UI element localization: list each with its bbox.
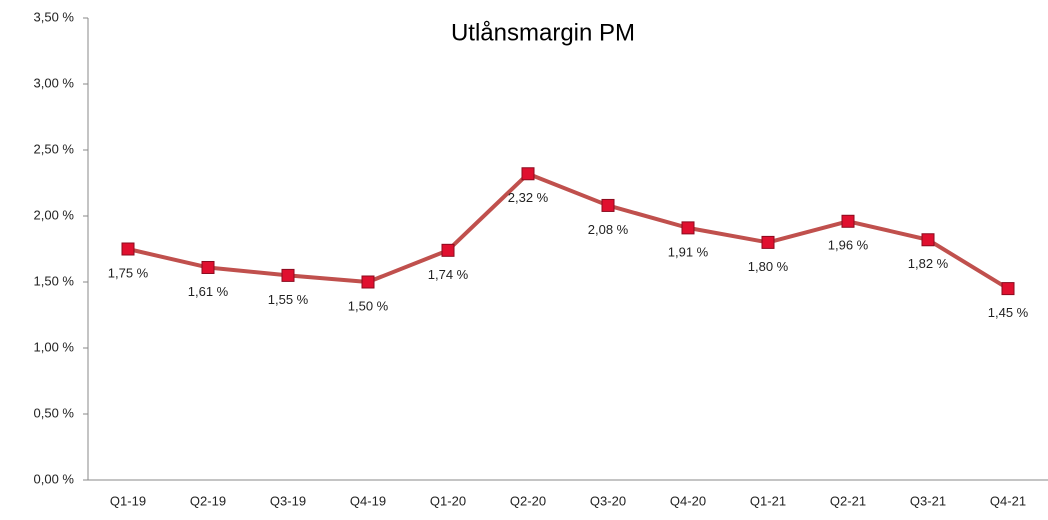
marker (921, 233, 935, 247)
x-tick-label: Q3-19 (270, 493, 306, 508)
x-tick-label: Q2-21 (830, 493, 866, 508)
x-tick-label: Q1-21 (750, 493, 786, 508)
data-label: 2,32 % (508, 190, 549, 205)
marker (441, 243, 455, 257)
y-tick-label: 3,50 % (34, 9, 75, 24)
data-label: 1,50 % (348, 298, 389, 313)
data-label: 1,55 % (268, 292, 309, 307)
y-tick-label: 0,50 % (34, 405, 75, 420)
marker (601, 198, 615, 212)
x-tick-label: Q2-19 (190, 493, 226, 508)
x-tick-label: Q1-19 (110, 493, 146, 508)
line (127, 171, 1010, 291)
y-tick-label: 3,00 % (34, 75, 75, 90)
marker (361, 275, 375, 289)
data-label: 1,61 % (188, 284, 229, 299)
x-tick-label: Q4-19 (350, 493, 386, 508)
marker (681, 221, 695, 235)
marker (521, 167, 535, 181)
y-tick-label: 2,50 % (34, 141, 75, 156)
data-label: 1,80 % (748, 259, 789, 274)
data-label: 1,96 % (828, 238, 869, 253)
marker (1001, 282, 1015, 296)
x-tick-label: Q2-20 (510, 493, 546, 508)
data-label: 1,74 % (428, 267, 469, 282)
marker (761, 235, 775, 249)
data-label: 1,75 % (108, 265, 149, 280)
data-label: 1,82 % (908, 256, 949, 271)
data-label: 2,08 % (588, 222, 629, 237)
y-tick-label: 1,00 % (34, 339, 75, 354)
marker (121, 242, 135, 256)
chart-title: Utlånsmargin PM (451, 19, 635, 46)
data-label: 1,45 % (988, 305, 1029, 320)
x-tick-label: Q3-20 (590, 493, 626, 508)
x-tick-label: Q4-21 (990, 493, 1026, 508)
y-tick-label: 2,00 % (34, 207, 75, 222)
y-tick-label: 1,50 % (34, 273, 75, 288)
x-tick-label: Q4-20 (670, 493, 706, 508)
marker (281, 268, 295, 282)
marker (201, 260, 215, 274)
data-label: 1,91 % (668, 244, 709, 259)
x-tick-label: Q3-21 (910, 493, 946, 508)
x-tick-label: Q1-20 (430, 493, 466, 508)
y-tick-label: 0,00 % (34, 471, 75, 486)
marker (841, 214, 855, 228)
